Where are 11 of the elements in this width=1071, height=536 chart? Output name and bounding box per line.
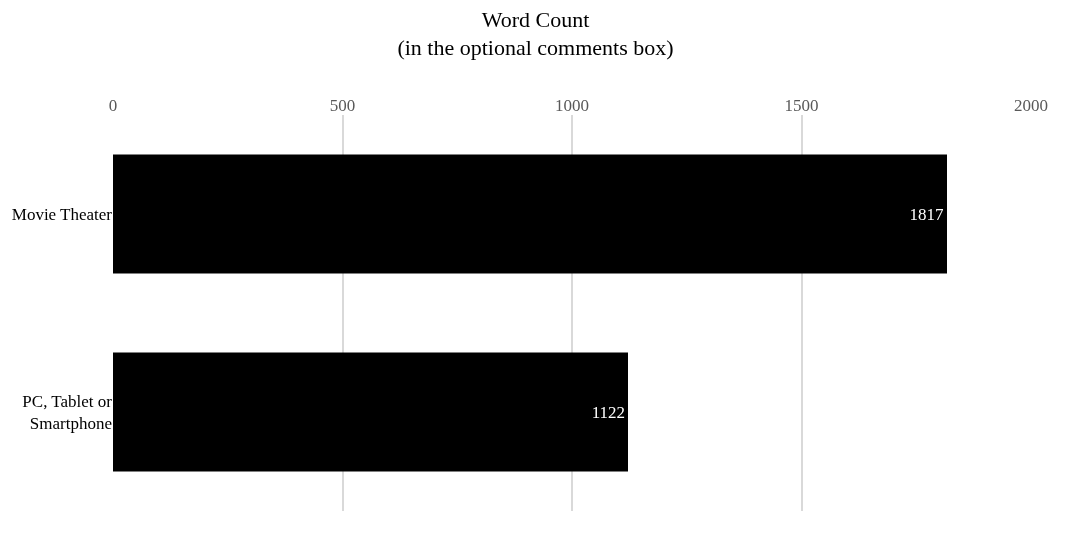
chart-subtitle: (in the optional comments box)	[397, 35, 674, 61]
x-tick-label: 0	[108, 95, 118, 115]
x-tick-label: 2000	[1014, 95, 1048, 115]
chart-title: Word Count	[481, 6, 590, 32]
y-tick-label: PC, Tablet or Smartphone	[22, 391, 113, 433]
x-tick-label: 500	[329, 95, 356, 115]
x-tick-label: 1000	[555, 95, 589, 115]
x-tick-label: 1500	[784, 95, 819, 115]
data-label: 1122	[591, 402, 625, 422]
data-label: 1817	[909, 204, 944, 224]
y-tick-label: Movie Theater	[11, 204, 113, 224]
